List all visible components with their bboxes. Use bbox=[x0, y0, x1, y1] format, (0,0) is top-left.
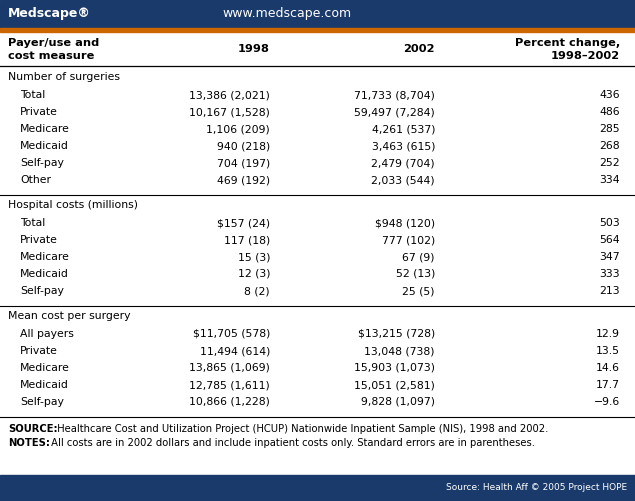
Text: 25 (5): 25 (5) bbox=[403, 286, 435, 296]
Text: Number of surgeries: Number of surgeries bbox=[8, 72, 120, 82]
Text: All payers: All payers bbox=[20, 329, 74, 339]
Text: 13,386 (2,021): 13,386 (2,021) bbox=[189, 90, 270, 100]
Text: 117 (18): 117 (18) bbox=[224, 235, 270, 245]
Text: Private: Private bbox=[20, 107, 58, 117]
Text: Mean cost per surgery: Mean cost per surgery bbox=[8, 311, 131, 321]
Text: 12,785 (1,611): 12,785 (1,611) bbox=[189, 380, 270, 390]
Text: 13.5: 13.5 bbox=[596, 346, 620, 356]
Text: Other: Other bbox=[20, 175, 51, 185]
Text: Medscape®: Medscape® bbox=[8, 8, 91, 21]
Text: 13,048 (738): 13,048 (738) bbox=[364, 346, 435, 356]
Text: 10,167 (1,528): 10,167 (1,528) bbox=[189, 107, 270, 117]
Text: 469 (192): 469 (192) bbox=[217, 175, 270, 185]
Text: 12.9: 12.9 bbox=[596, 329, 620, 339]
Text: 15,051 (2,581): 15,051 (2,581) bbox=[354, 380, 435, 390]
Text: Total: Total bbox=[20, 218, 45, 228]
Text: 333: 333 bbox=[599, 269, 620, 279]
Text: 10,866 (1,228): 10,866 (1,228) bbox=[189, 397, 270, 407]
Text: 2,033 (544): 2,033 (544) bbox=[371, 175, 435, 185]
Text: Medicare: Medicare bbox=[20, 363, 70, 373]
Text: 564: 564 bbox=[599, 235, 620, 245]
Text: Medicaid: Medicaid bbox=[20, 269, 69, 279]
Text: cost measure: cost measure bbox=[8, 51, 95, 61]
Text: Percent change,: Percent change, bbox=[515, 38, 620, 48]
Text: 285: 285 bbox=[599, 124, 620, 134]
Text: 486: 486 bbox=[599, 107, 620, 117]
Text: 67 (9): 67 (9) bbox=[403, 252, 435, 262]
Text: 59,497 (7,284): 59,497 (7,284) bbox=[354, 107, 435, 117]
Text: 11,494 (614): 11,494 (614) bbox=[199, 346, 270, 356]
Text: $11,705 (578): $11,705 (578) bbox=[192, 329, 270, 339]
Text: 2,479 (704): 2,479 (704) bbox=[371, 158, 435, 168]
Text: 4,261 (537): 4,261 (537) bbox=[371, 124, 435, 134]
Text: 1,106 (209): 1,106 (209) bbox=[206, 124, 270, 134]
Text: 704 (197): 704 (197) bbox=[217, 158, 270, 168]
Text: 334: 334 bbox=[599, 175, 620, 185]
Text: Medicaid: Medicaid bbox=[20, 380, 69, 390]
Text: Private: Private bbox=[20, 346, 58, 356]
Text: 1998: 1998 bbox=[238, 44, 270, 54]
Text: 268: 268 bbox=[599, 141, 620, 151]
Text: All costs are in 2002 dollars and include inpatient costs only. Standard errors : All costs are in 2002 dollars and includ… bbox=[48, 438, 535, 448]
Text: 9,828 (1,097): 9,828 (1,097) bbox=[361, 397, 435, 407]
Text: 252: 252 bbox=[599, 158, 620, 168]
Text: 3,463 (615): 3,463 (615) bbox=[371, 141, 435, 151]
Text: 12 (3): 12 (3) bbox=[237, 269, 270, 279]
Text: Hospital costs (millions): Hospital costs (millions) bbox=[8, 200, 138, 210]
Text: 940 (218): 940 (218) bbox=[217, 141, 270, 151]
Text: 71,733 (8,704): 71,733 (8,704) bbox=[354, 90, 435, 100]
Text: 14.6: 14.6 bbox=[596, 363, 620, 373]
Text: −9.6: −9.6 bbox=[594, 397, 620, 407]
Text: 17.7: 17.7 bbox=[596, 380, 620, 390]
Text: $13,215 (728): $13,215 (728) bbox=[358, 329, 435, 339]
Text: 8 (2): 8 (2) bbox=[244, 286, 270, 296]
Text: 503: 503 bbox=[599, 218, 620, 228]
Text: 2002: 2002 bbox=[403, 44, 435, 54]
Text: 15 (3): 15 (3) bbox=[237, 252, 270, 262]
Text: Medicaid: Medicaid bbox=[20, 141, 69, 151]
Text: 213: 213 bbox=[599, 286, 620, 296]
Text: 436: 436 bbox=[599, 90, 620, 100]
Text: Payer/use and: Payer/use and bbox=[8, 38, 99, 48]
Text: 1998–2002: 1998–2002 bbox=[551, 51, 620, 61]
Text: 777 (102): 777 (102) bbox=[382, 235, 435, 245]
Text: 347: 347 bbox=[599, 252, 620, 262]
Text: www.medscape.com: www.medscape.com bbox=[222, 8, 351, 21]
Text: Medicare: Medicare bbox=[20, 252, 70, 262]
Text: $948 (120): $948 (120) bbox=[375, 218, 435, 228]
Text: Total: Total bbox=[20, 90, 45, 100]
Text: SOURCE:: SOURCE: bbox=[8, 424, 58, 434]
Text: Self-pay: Self-pay bbox=[20, 158, 64, 168]
Text: $157 (24): $157 (24) bbox=[217, 218, 270, 228]
Text: 52 (13): 52 (13) bbox=[396, 269, 435, 279]
Text: Source: Health Aff © 2005 Project HOPE: Source: Health Aff © 2005 Project HOPE bbox=[446, 483, 627, 492]
Text: Self-pay: Self-pay bbox=[20, 286, 64, 296]
Text: Medicare: Medicare bbox=[20, 124, 70, 134]
Text: 13,865 (1,069): 13,865 (1,069) bbox=[189, 363, 270, 373]
Text: Self-pay: Self-pay bbox=[20, 397, 64, 407]
Text: Healthcare Cost and Utilization Project (HCUP) Nationwide Inpatient Sample (NIS): Healthcare Cost and Utilization Project … bbox=[54, 424, 549, 434]
Text: Private: Private bbox=[20, 235, 58, 245]
Text: NOTES:: NOTES: bbox=[8, 438, 50, 448]
Text: 15,903 (1,073): 15,903 (1,073) bbox=[354, 363, 435, 373]
